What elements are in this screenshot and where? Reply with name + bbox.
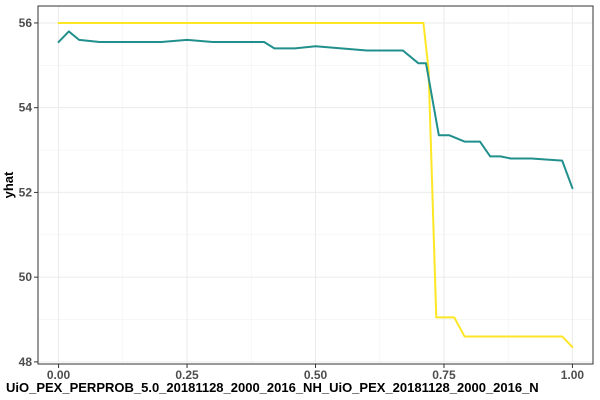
x-tick-label: 0.75: [432, 368, 456, 382]
x-tick-label: 0.00: [47, 368, 71, 382]
y-tick-label: 50: [19, 270, 33, 284]
y-tick-label: 56: [19, 16, 33, 30]
y-axis-title: yhat: [1, 171, 16, 198]
x-axis-title: UiO_PEX_PERPROB_5.0_20181128_2000_2016_N…: [6, 380, 539, 395]
y-tick-label: 52: [19, 185, 33, 199]
series-lines: [57, 21, 574, 349]
axes: 0.00 0.25 0.50 0.75 1.00 48 50 52 54 56: [19, 5, 594, 382]
x-tick-label: 0.50: [304, 368, 328, 382]
series-line-2: [57, 30, 574, 190]
y-tick-label: 54: [19, 101, 33, 115]
series-line-1: [57, 21, 574, 349]
x-tick-label: 0.25: [175, 368, 199, 382]
grid: [38, 6, 593, 364]
y-tick-label: 48: [19, 355, 33, 369]
x-tick-label: 1.00: [561, 368, 585, 382]
